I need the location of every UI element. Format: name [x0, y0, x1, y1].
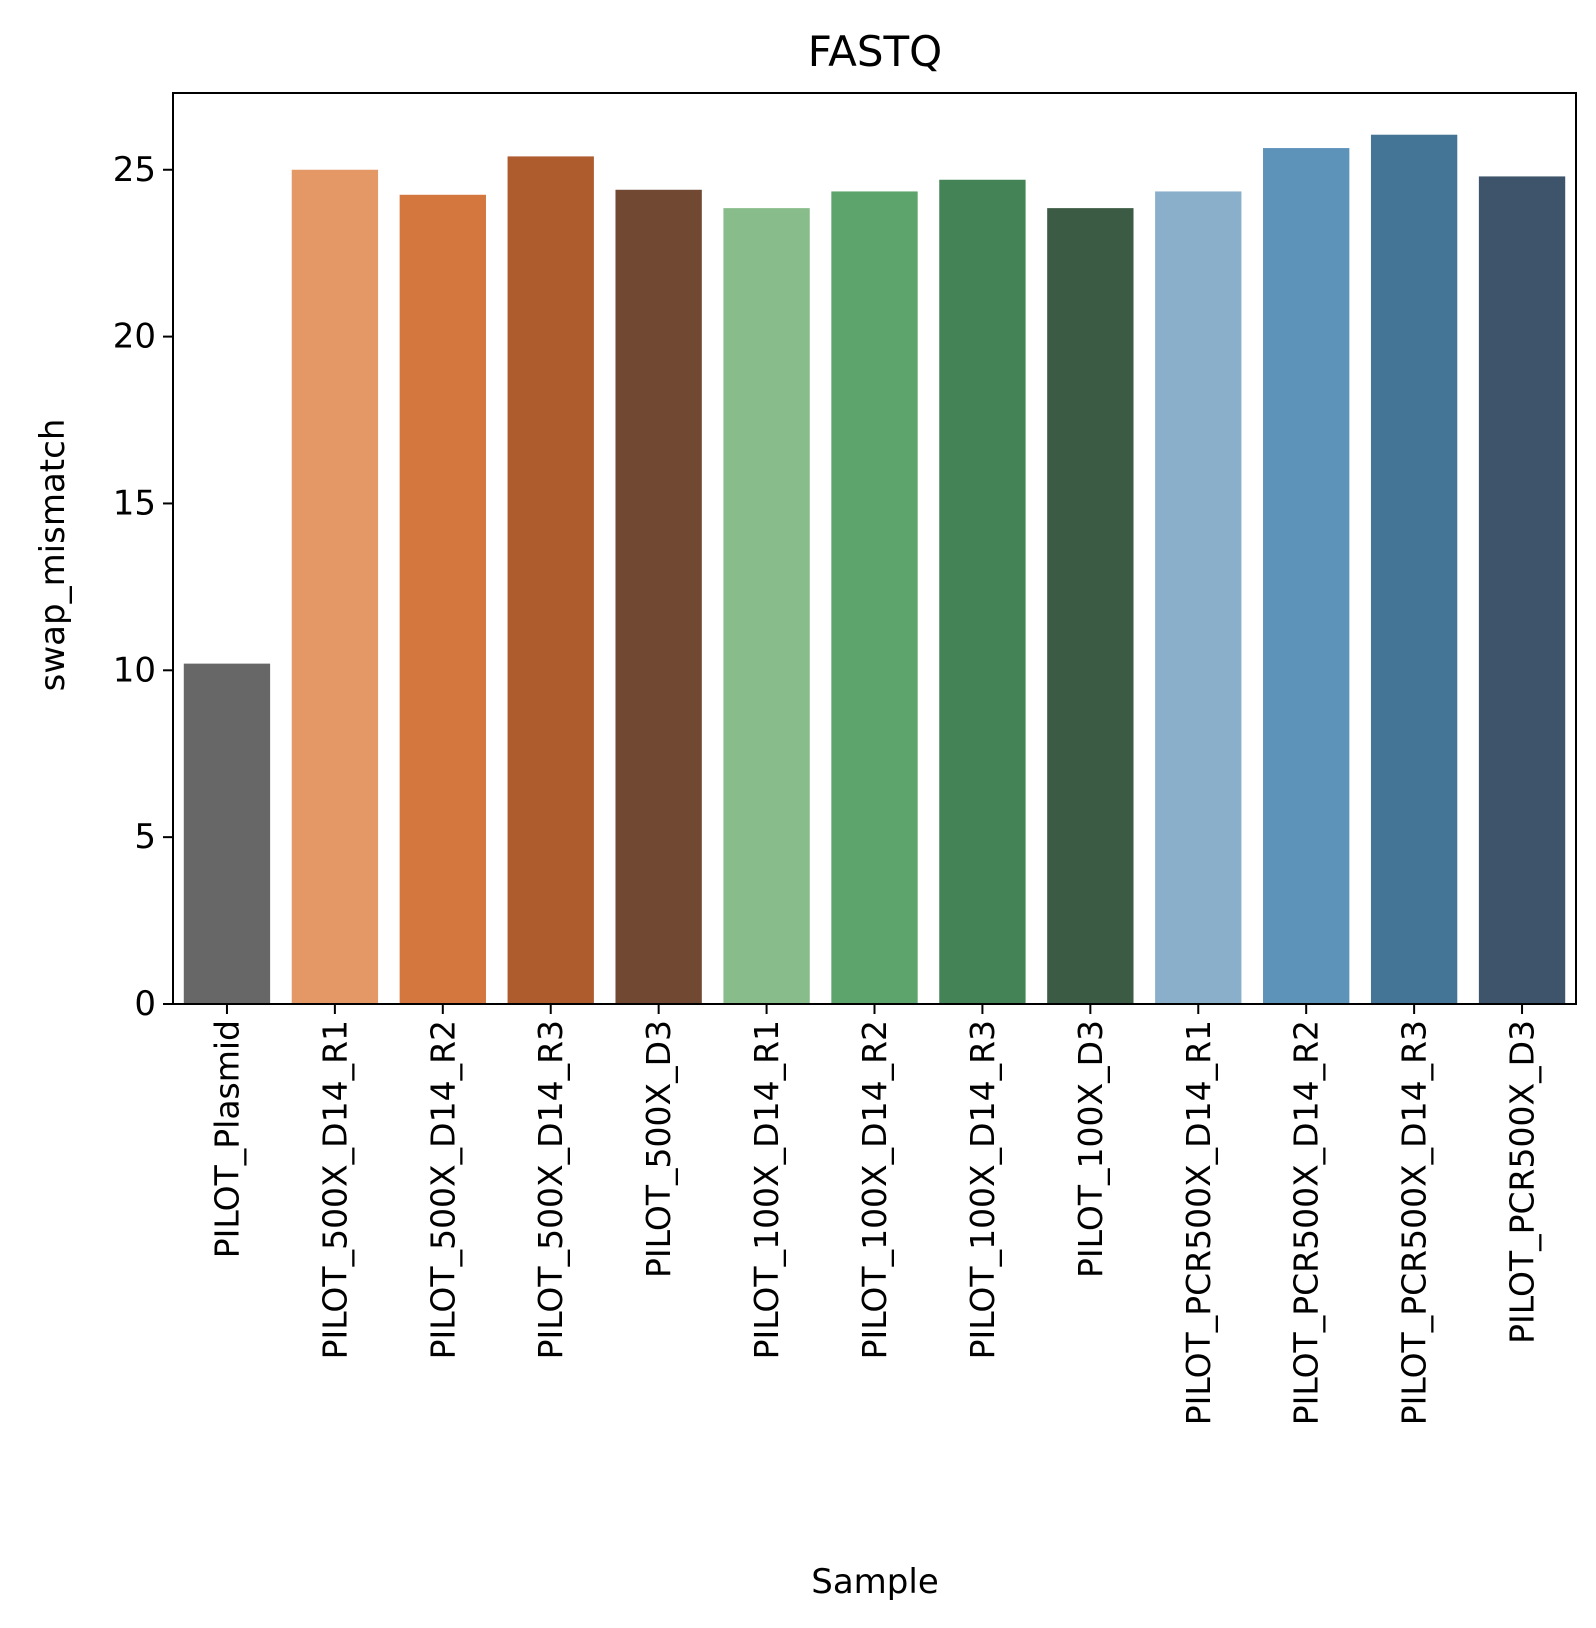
x-tick-label: PILOT_100X_D3 — [1071, 1020, 1110, 1278]
x-tick-label: PILOT_500X_D14_R1 — [315, 1020, 354, 1359]
y-tick-label: 5 — [134, 817, 156, 857]
x-tick-label: PILOT_100X_D14_R2 — [855, 1020, 894, 1359]
x-tick-label: PILOT_500X_D14_R3 — [531, 1020, 570, 1359]
bar-pilot-100x-d14-r1 — [723, 208, 810, 1004]
bar-pilot-pcr500x-d14-r2 — [1263, 148, 1350, 1004]
bar-pilot-pcr500x-d14-r1 — [1155, 191, 1242, 1004]
bar-pilot-pcr500x-d14-r3 — [1370, 134, 1458, 1004]
bar-pilot-100x-d14-r2 — [831, 191, 918, 1004]
y-axis-label: swap_mismatch — [33, 419, 73, 692]
bar-pilot-plasmid — [183, 663, 271, 1004]
x-tick-label: PILOT_PCR500X_D14_R2 — [1287, 1020, 1326, 1425]
x-tick-label: PILOT_PCR500X_D14_R3 — [1395, 1020, 1434, 1425]
bar-pilot-100x-d14-r3 — [939, 179, 1026, 1004]
x-tick-label: PILOT_100X_D14_R3 — [963, 1020, 1002, 1359]
x-tick-label: PILOT_100X_D14_R1 — [747, 1020, 786, 1359]
x-tick-label: PILOT_PCR500X_D3 — [1503, 1020, 1542, 1344]
y-tick-label: 0 — [134, 984, 156, 1024]
x-tick-label: PILOT_Plasmid — [207, 1020, 246, 1258]
x-tick-label: PILOT_500X_D3 — [639, 1020, 678, 1278]
bar-pilot-500x-d14-r3 — [507, 156, 594, 1004]
bar-pilot-500x-d3 — [615, 189, 702, 1004]
bar-pilot-pcr500x-d3 — [1478, 176, 1566, 1005]
bar-pilot-500x-d14-r1 — [291, 169, 379, 1004]
y-tick-label: 10 — [113, 650, 156, 690]
y-tick-label: 20 — [113, 317, 156, 357]
bars-group — [183, 134, 1566, 1005]
x-tick-label: PILOT_PCR500X_D14_R1 — [1179, 1020, 1218, 1425]
chart-title: FASTQ — [808, 27, 942, 76]
y-ticks-group: 0 5 10 15 20 25 — [113, 150, 173, 1024]
x-axis-label: Sample — [811, 1562, 938, 1602]
y-tick-label: 25 — [113, 150, 156, 190]
bar-pilot-100x-d3 — [1047, 208, 1134, 1004]
bar-pilot-500x-d14-r2 — [399, 194, 486, 1004]
x-tick-label: PILOT_500X_D14_R2 — [423, 1020, 462, 1359]
y-tick-label: 15 — [113, 483, 156, 523]
x-ticks-group: PILOT_Plasmid PILOT_500X_D14_R1 PILOT_500X… — [207, 1004, 1542, 1425]
plot-frame — [172, 92, 1577, 1005]
